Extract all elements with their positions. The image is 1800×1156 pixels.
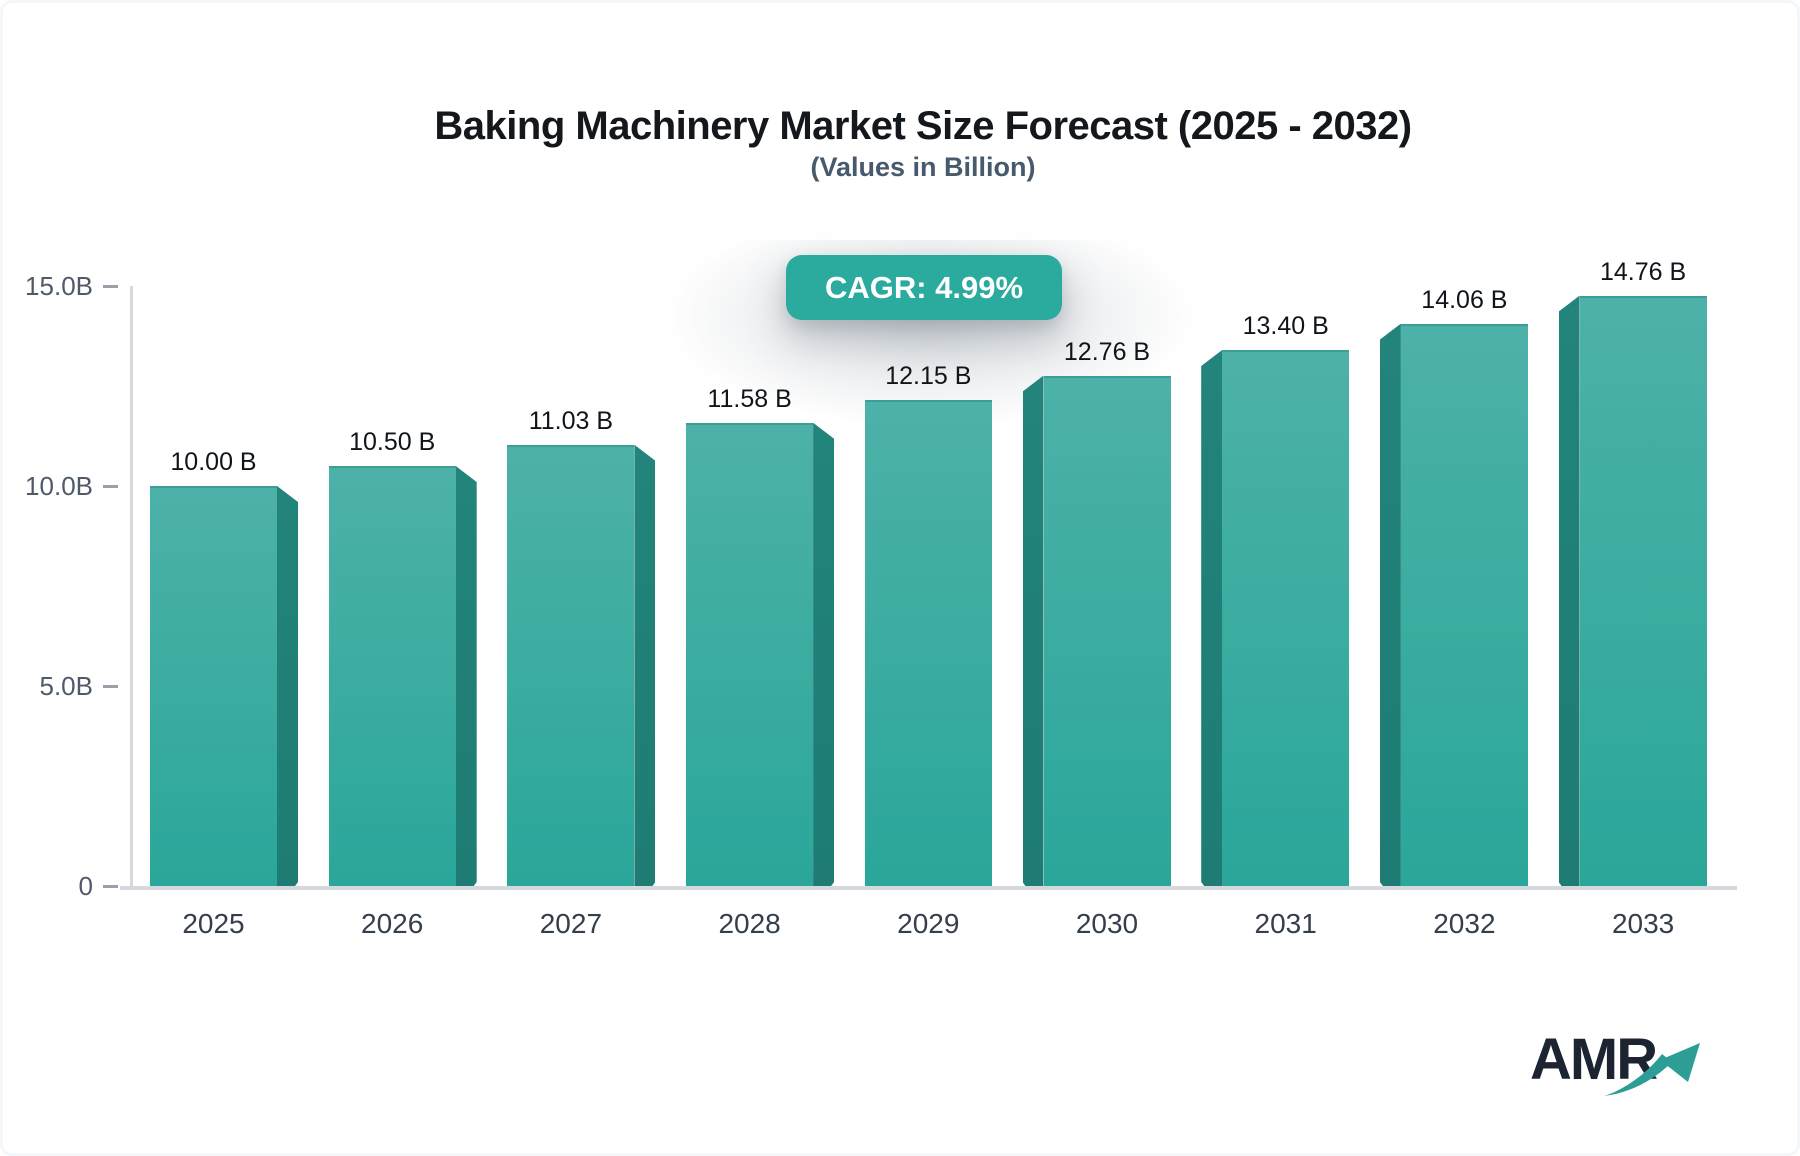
bar-face-2031 — [1222, 350, 1350, 886]
x-axis-label-2030: 2030 — [1075, 908, 1139, 939]
bar-value-label: 14.06 B — [1421, 285, 1508, 314]
y-tick-label: 15.0B — [25, 271, 93, 301]
cagr-badge: CAGR: 4.99% — [786, 255, 1062, 320]
amr-logo: AMR — [1500, 1018, 1740, 1118]
trend-up-arrow-icon — [1604, 1043, 1700, 1096]
chart-subtitle: (Values in Billion) — [810, 152, 1036, 182]
bar-value-label: 12.15 B — [885, 362, 972, 390]
bar-face-2028 — [686, 422, 814, 886]
x-axis-label-2033: 2033 — [1611, 908, 1675, 939]
bar-face-2030 — [1043, 375, 1171, 886]
x-axis-label-2029: 2029 — [897, 908, 960, 939]
bar-value-label: 11.58 B — [707, 384, 792, 413]
y-tick-dash — [103, 684, 118, 688]
bar-value-label: 10.00 B — [170, 448, 257, 476]
bar-face-2033 — [1579, 295, 1707, 886]
bar-value-label: 11.03 B — [528, 406, 614, 435]
y-tick-label: 10.0B — [25, 471, 93, 501]
x-axis-label-2031: 2031 — [1254, 908, 1317, 939]
x-axis-line — [120, 886, 1737, 890]
chart-title: Baking Machinery Market Size Forecast (2… — [434, 104, 1412, 148]
bar-side — [1023, 376, 1044, 886]
bar-side — [813, 423, 834, 886]
y-tick-label: 0 — [78, 871, 93, 901]
bar-face-2027 — [507, 444, 635, 886]
y-tick-dash — [103, 884, 118, 888]
y-tick-dash — [103, 484, 118, 488]
bar-side — [634, 445, 655, 886]
bar-value-label: 14.76 B — [1600, 257, 1687, 286]
bar-face-2032 — [1400, 323, 1528, 886]
bar-face-2025 — [150, 486, 277, 886]
bar-value-label: 12.76 B — [1063, 337, 1151, 366]
bar-face-2026 — [328, 466, 456, 886]
y-tick-label: 5.0B — [39, 671, 94, 701]
bar-side — [456, 466, 477, 886]
bar-face-2029 — [864, 400, 992, 886]
y-tick-dash — [103, 284, 118, 288]
bar-value-label: 13.40 B — [1242, 312, 1329, 340]
y-axis-line — [130, 286, 133, 888]
bar-side — [277, 486, 298, 886]
x-axis-label-2026: 2026 — [361, 908, 424, 939]
x-axis-label-2027: 2027 — [539, 908, 603, 939]
x-axis-label-2032: 2032 — [1433, 908, 1496, 939]
bar-side — [1380, 324, 1401, 886]
x-axis-label-2028: 2028 — [718, 908, 781, 939]
bar-side — [1559, 296, 1580, 886]
bar-side — [1201, 350, 1222, 886]
x-axis-label-2025: 2025 — [182, 908, 245, 939]
bar-value-label: 10.50 B — [349, 428, 436, 456]
